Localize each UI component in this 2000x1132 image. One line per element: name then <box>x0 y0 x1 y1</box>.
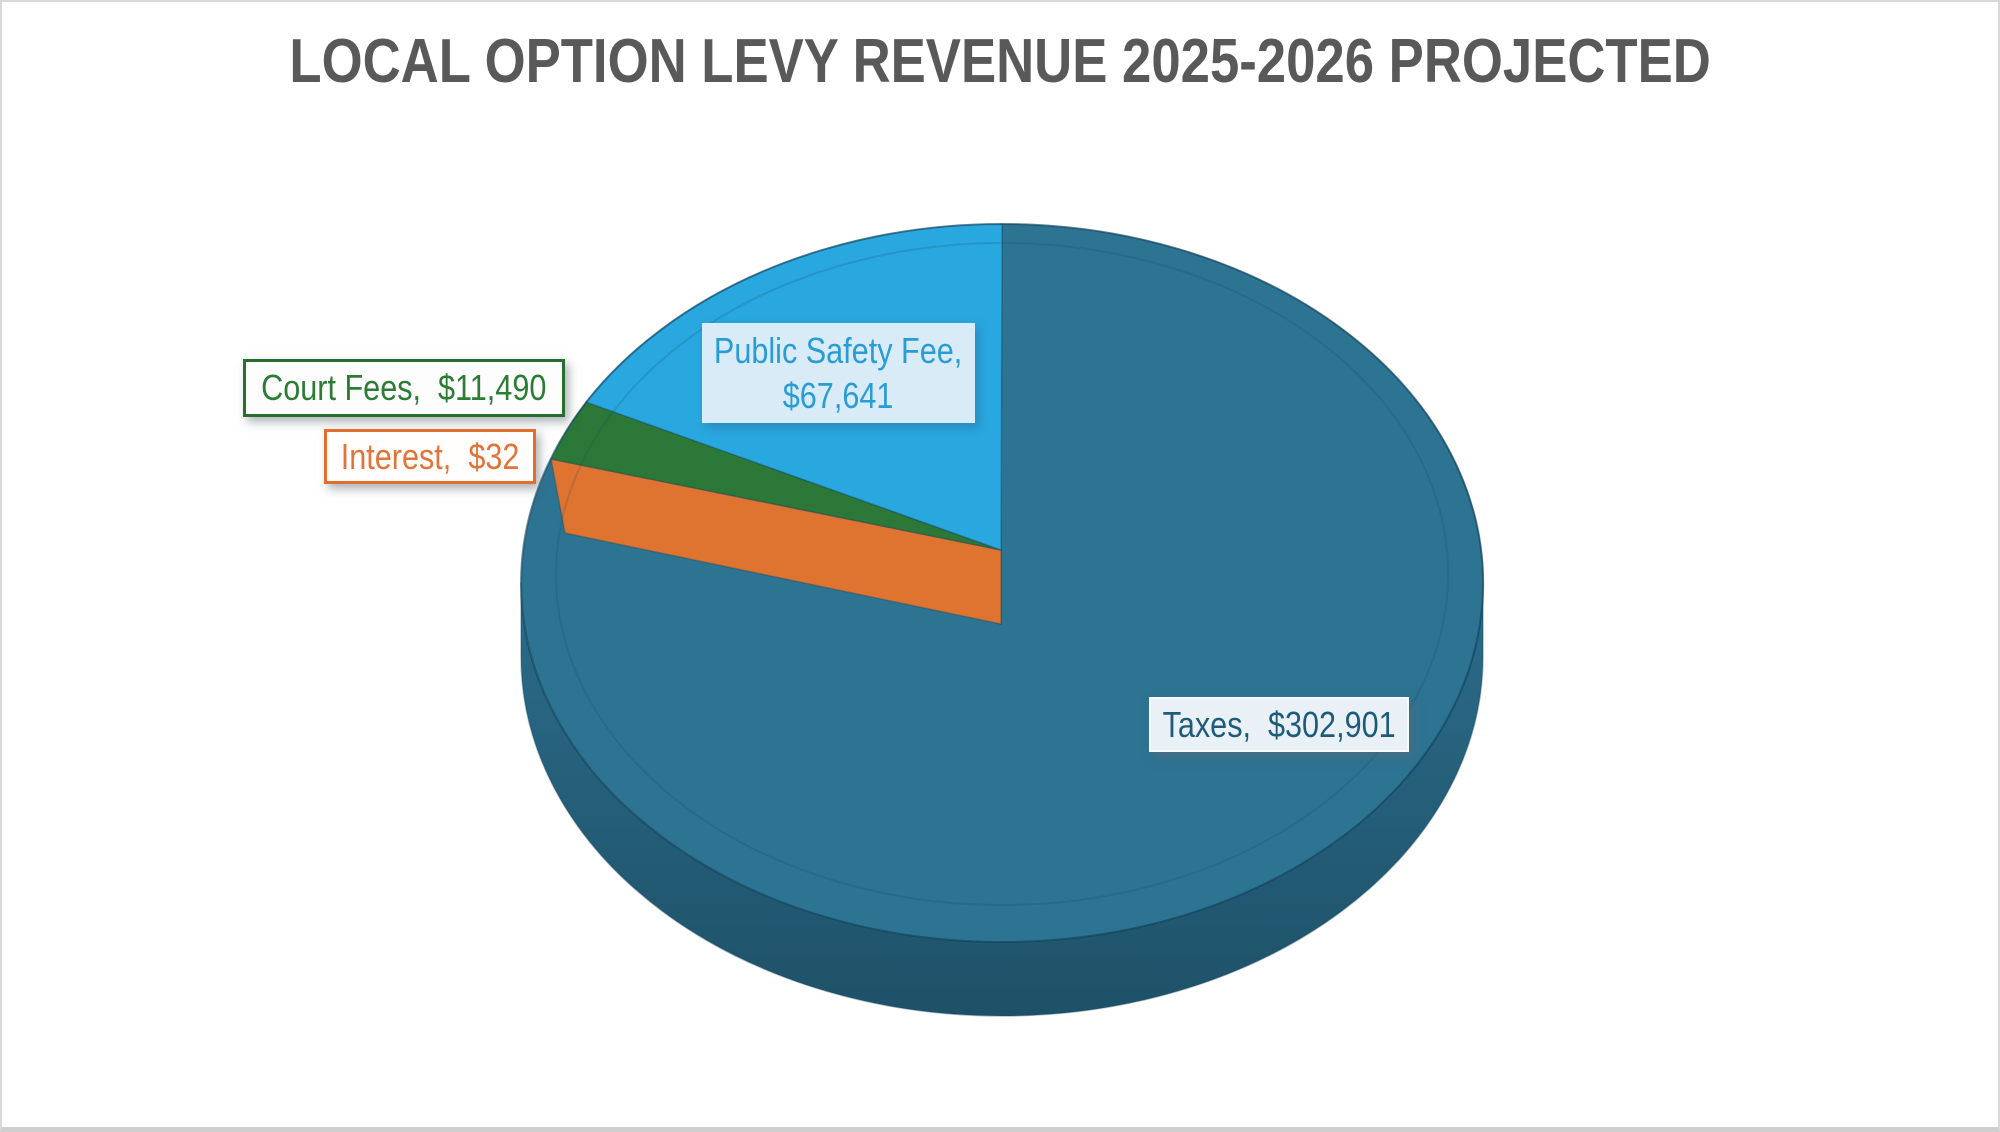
pie-inner-bevel-arc <box>555 242 1449 906</box>
data-label-interest-text: Interest, $32 <box>340 435 520 477</box>
pie-top-outline <box>520 223 1484 943</box>
data-label-interest[interactable]: Interest, $32 <box>324 429 536 484</box>
data-label-public-safety-fee-line1: Public Safety Fee, <box>714 330 963 371</box>
data-label-public-safety-fee-line2: $67,641 <box>783 375 894 416</box>
data-label-taxes-text: Taxes, $302,901 <box>1162 703 1396 745</box>
chart-title[interactable]: LOCAL OPTION LEVY REVENUE 2025-2026 PROJ… <box>2 26 1998 97</box>
chart-title-text: LOCAL OPTION LEVY REVENUE 2025-2026 PROJ… <box>289 27 1711 96</box>
data-label-public-safety-fee[interactable]: Public Safety Fee, $67,641 <box>702 323 975 423</box>
pie-slice-interest[interactable] <box>550 458 1002 625</box>
data-label-taxes[interactable]: Taxes, $302,901 <box>1149 697 1409 752</box>
data-label-court-fees-text: Court Fees, $11,490 <box>261 367 547 408</box>
data-label-court-fees[interactable]: Court Fees, $11,490 <box>243 359 565 417</box>
